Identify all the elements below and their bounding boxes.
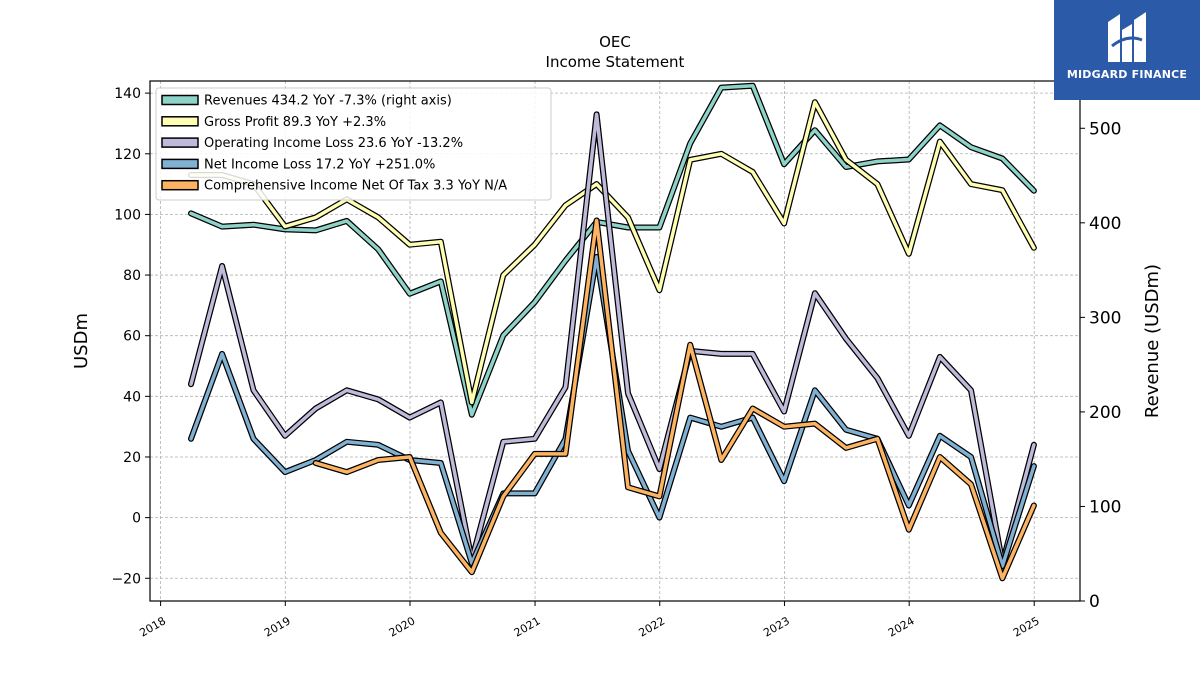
y2-tick-label: 500 [1089, 119, 1121, 139]
x-tick-label: 2020 [387, 614, 418, 639]
plot-frame [149, 80, 1081, 602]
x-tick-label: 2019 [262, 614, 293, 639]
series-line-0 [188, 82, 1037, 418]
series-stroke [189, 112, 1036, 565]
chart-subtitle: Income Statement [546, 53, 685, 71]
series-stroke [189, 83, 1036, 417]
series-line-4 [312, 217, 1037, 582]
series-line-1 [188, 99, 1037, 406]
legend-swatch [161, 179, 199, 191]
y2-tick-label: 0 [1089, 592, 1100, 612]
legend-entry: Net Income Loss 17.2 YoY +251.0% [204, 157, 435, 172]
brand-mark-icon [1108, 12, 1146, 62]
y2-tick-label: 300 [1089, 308, 1121, 328]
y2-tick-label: 200 [1089, 403, 1121, 423]
y-tick-label: −20 [111, 571, 141, 587]
legend-swatch [161, 137, 199, 148]
y-tick-label: 40 [123, 389, 141, 405]
legend-swatch [161, 94, 199, 106]
y-tick-label: 120 [114, 147, 141, 163]
brand-name: MIDGARD FINANCE [1066, 68, 1188, 81]
series-stroke [313, 218, 1036, 581]
legend: Revenues 434.2 YoY -7.3% (right axis) Gro… [155, 87, 552, 201]
x-tick-label: 2024 [886, 614, 917, 639]
series-stroke [189, 100, 1036, 405]
legend-entry: Gross Profit 89.3 YoY +2.3% [204, 115, 386, 130]
legend-entry: Comprehensive Income Net Of Tax 3.3 YoY … [204, 179, 507, 194]
y2-tick-label: 400 [1089, 214, 1121, 234]
y-tick-label: 20 [123, 450, 141, 466]
x-tick-label: 2022 [637, 614, 668, 639]
left-axis: −20 0 20 40 60 80 100 120 140 [111, 86, 150, 587]
y-axis-label: USDm [71, 313, 92, 369]
x-axis: 2018 2019 2020 2021 2022 2023 2024 2025 [137, 601, 1042, 640]
legend-swatch [161, 116, 199, 127]
legend-entry: Operating Income Loss 23.6 YoY -13.2% [204, 136, 463, 151]
y-tick-label: 100 [114, 207, 141, 223]
brand-logo: MIDGARD FINANCE [1054, 0, 1200, 100]
series-lines [188, 82, 1037, 582]
y-tick-label: 0 [132, 511, 141, 527]
x-tick-label: 2018 [137, 614, 168, 639]
y-tick-label: 140 [114, 86, 141, 102]
y2-tick-label: 100 [1089, 497, 1121, 517]
right-axis: 0 100 200 300 400 500 [1080, 119, 1121, 612]
y2-axis-label: Revenue (USDm) [1142, 264, 1163, 418]
chart-title: OEC [599, 33, 631, 51]
y-tick-label: 80 [123, 268, 141, 284]
legend-box [155, 87, 552, 201]
x-tick-label: 2023 [761, 614, 792, 639]
series-line-2 [188, 111, 1037, 567]
x-tick-label: 2025 [1011, 614, 1042, 639]
x-tick-label: 2021 [512, 614, 543, 639]
legend-swatch [161, 158, 199, 170]
legend-entry: Revenues 434.2 YoY -7.3% (right axis) [204, 94, 452, 109]
y-tick-label: 60 [123, 329, 141, 345]
